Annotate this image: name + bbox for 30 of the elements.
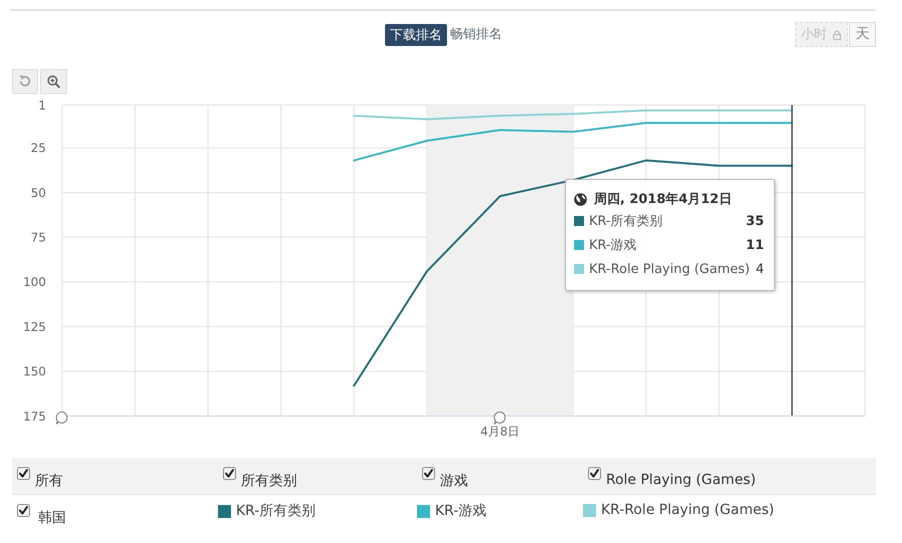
y-tick-label: 150: [23, 364, 46, 379]
y-tick-label: 25: [30, 141, 46, 156]
text: Role Playing (Games): [606, 472, 756, 488]
x-tick-label: 4月8日: [480, 424, 520, 439]
text: 游戏: [440, 472, 468, 490]
line-series: [353, 109, 793, 120]
y-tick-label: 1: [38, 98, 46, 112]
annotation: KR-游戏: [589, 237, 638, 254]
text: 所有: [35, 472, 63, 490]
annotation: 11: [746, 238, 764, 252]
y-tick-label: 175: [23, 409, 46, 424]
y-tick-label: 100: [23, 275, 46, 290]
button: 下载排名: [385, 24, 447, 46]
y-tick-label: 125: [23, 320, 46, 334]
button: 天: [849, 22, 876, 47]
legend-label: KR-游戏: [435, 502, 486, 520]
text: 韩国: [38, 509, 66, 527]
annotation: 周四, 2018年4月12日: [594, 191, 732, 208]
annotation: 4: [756, 262, 764, 276]
annotation: KR-所有类别: [589, 213, 664, 230]
text: 畅销排名: [450, 26, 502, 44]
text: 所有类别: [241, 472, 297, 490]
line-series: [353, 159, 793, 387]
legend-label: KR-所有类别: [236, 502, 316, 520]
y-tick-label: 50: [30, 186, 46, 200]
line-series: [353, 122, 793, 162]
annotation: 35: [746, 214, 764, 228]
y-tick-label: 75: [30, 230, 46, 245]
annotation: KR-Role Playing (Games): [589, 262, 751, 276]
legend-label: KR-Role Playing (Games): [601, 502, 774, 518]
